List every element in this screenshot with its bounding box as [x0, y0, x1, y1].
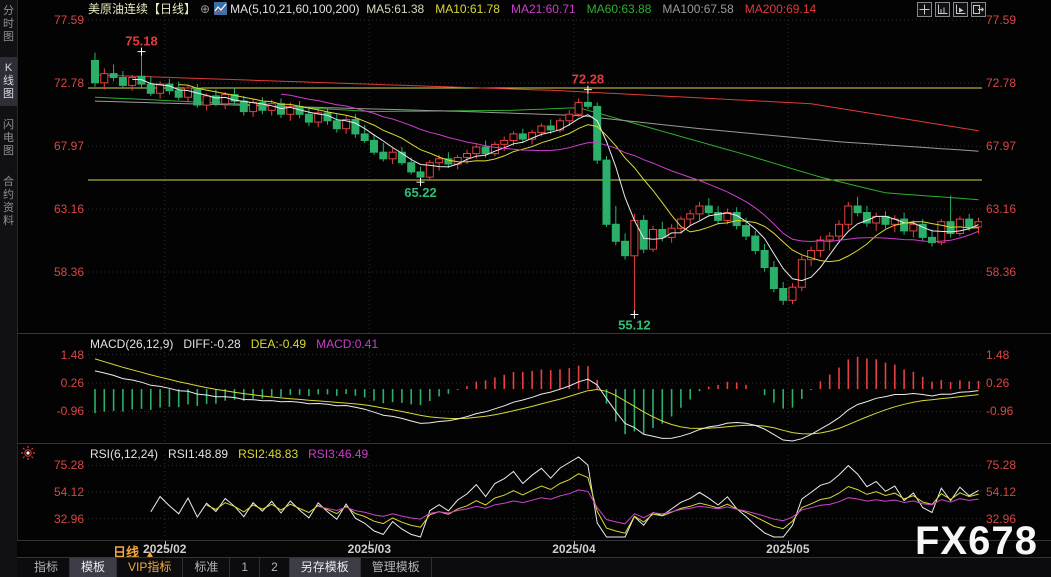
price-axis-label: 1.48	[60, 347, 84, 362]
price-axis-label: -0.96	[56, 404, 84, 419]
svg-text:75.18: 75.18	[125, 34, 158, 49]
date-axis-label: 2025/05	[766, 542, 810, 556]
zoom-x-axis-icon[interactable]	[953, 2, 968, 17]
toolbar-tab-1[interactable]: 1	[230, 558, 261, 577]
ma-value-label: MA200:69.14	[744, 2, 817, 16]
date-axis-label: 2025/04	[552, 542, 596, 556]
date-axis-label: 2025/02	[143, 542, 187, 556]
svg-text:72.28: 72.28	[572, 72, 605, 87]
price-axis-label: 72.78	[986, 76, 1017, 91]
indicator-chart-icon[interactable]	[214, 2, 228, 19]
instrument-title[interactable]: 美原油连续	[88, 2, 149, 16]
ma-value-label: MA10:61.78	[435, 2, 500, 16]
date-tick	[573, 541, 575, 545]
rsi-value-label: RSI(6,12,24)	[90, 447, 159, 461]
candlestick-chart[interactable]: 75.18 72.28 65.22 55.12	[88, 12, 982, 333]
price-axis-label: 67.97	[53, 139, 84, 154]
rsi-value-label: RSI3:46.49	[308, 447, 369, 461]
macd-value-label: MACD(26,12,9)	[90, 337, 174, 351]
date-tick	[369, 541, 371, 545]
price-axis-label: 54.12	[986, 485, 1017, 499]
rsi-header: RSI(6,12,24) RSI1:48.89 RSI2:48.83 RSI3:46.…	[90, 447, 378, 461]
panel-separator	[17, 333, 1051, 334]
price-axis-label: 32.96	[986, 511, 1017, 526]
rsi-value-label: RSI1:48.89	[168, 447, 229, 461]
price-axis-label: 54.12	[53, 485, 84, 499]
zoom-y-axis-icon[interactable]	[935, 2, 950, 17]
sidebar-item-闪电图[interactable]: 闪电图	[3, 119, 14, 157]
ma-value-label: MA100:67.58	[662, 2, 734, 16]
price-axis-label: 0.26	[986, 376, 1010, 390]
link-icon[interactable]: ⊕	[200, 2, 211, 16]
left-chart-type-sidebar: 分时图 K线图闪电图合约资料	[0, 0, 18, 577]
macd-value-label: DIFF:-0.28	[183, 337, 241, 351]
toolbar-tab-另存模板[interactable]: 另存模板	[289, 558, 361, 577]
svg-text:65.22: 65.22	[404, 185, 437, 200]
price-axis-label: 1.48	[986, 347, 1010, 362]
price-axis-label: 75.28	[53, 458, 84, 473]
price-axis-label: 58.36	[53, 264, 84, 279]
macd-chart[interactable]	[88, 344, 982, 443]
toolbar-tab-指标[interactable]: 指标	[23, 558, 71, 577]
period-tag: 【日线】	[148, 2, 197, 16]
rsi-value-label: RSI2:48.83	[238, 447, 299, 461]
price-axis-label: 75.28	[986, 458, 1017, 473]
rsi-chart[interactable]	[88, 455, 982, 538]
ma-value-label: MA21:60.71	[510, 2, 576, 16]
date-axis-label: 2025/03	[347, 542, 392, 556]
panel-separator	[17, 557, 1051, 558]
panel-separator	[17, 443, 1051, 444]
sidebar-item-合约资料[interactable]: 合约资料	[3, 176, 14, 227]
ma-settings-label: MA(5,10,21,60,100,200)	[230, 2, 360, 16]
ma-value-label: MA5:61.38	[366, 2, 425, 16]
live-indicator-icon[interactable]	[20, 445, 36, 461]
sidebar-item-分时图[interactable]: 分时图	[3, 5, 14, 43]
date-axis-row: 日线 ▲ 2025/02 2025/03 2025/04 2025/05	[17, 541, 1051, 560]
price-axis-label: 77.59	[53, 13, 84, 27]
chart-toolbar-icons	[917, 2, 986, 17]
price-axis-label: 77.59	[986, 13, 1017, 27]
price-axis-label: 58.36	[986, 264, 1017, 279]
panel-separator	[17, 540, 1051, 541]
toolbar-tab-管理模板[interactable]: 管理模板	[361, 558, 432, 577]
svg-text:55.12: 55.12	[618, 317, 651, 332]
ma-value-label: MA60:63.88	[586, 2, 652, 16]
bottom-template-toolbar: 指标 模板 VIP指标 标准 1 2 另存模板 管理模板	[17, 558, 1051, 577]
ma-values: MA5:61.38 MA10:61.78 MA21:60.71 MA60:63.88 M…	[366, 2, 827, 16]
period-selector[interactable]: 日线 ▲	[113, 542, 155, 561]
price-axis-label: 63.16	[53, 202, 84, 217]
price-axis-label: 67.97	[986, 139, 1017, 154]
period-selector-label: 日线	[113, 545, 140, 560]
toolbar-tab-2[interactable]: 2	[260, 558, 290, 577]
toolbar-tab-VIP指标[interactable]: VIP指标	[117, 558, 184, 577]
macd-header: MACD(26,12,9) DIFF:-0.28 DEA:-0.49 MACD:0.4…	[90, 337, 388, 351]
macd-value-label: DEA:-0.49	[250, 337, 307, 351]
price-axis-label: 32.96	[53, 511, 84, 526]
price-axis-label: 0.26	[60, 376, 84, 390]
price-axis-label: 72.78	[53, 76, 84, 91]
fx678-watermark: FX678	[915, 519, 1038, 563]
crosshair-icon[interactable]	[917, 2, 932, 17]
date-tick	[164, 541, 166, 545]
price-axis-label: 63.16	[986, 202, 1017, 217]
export-chart-icon[interactable]	[971, 2, 986, 17]
macd-value-label: MACD:0.41	[316, 337, 379, 351]
sidebar-item-K线图[interactable]: K线图	[0, 57, 17, 106]
date-tick	[787, 541, 789, 545]
chevron-up-icon: ▲	[145, 549, 155, 560]
chart-header: 美原油连续【日线】 ⊕ MA(5,10,21,60,100,200) MA5:61.…	[88, 2, 827, 18]
toolbar-tab-模板[interactable]: 模板	[70, 558, 118, 577]
price-axis-label: -0.96	[986, 404, 1014, 419]
toolbar-tab-标准[interactable]: 标准	[183, 558, 231, 577]
